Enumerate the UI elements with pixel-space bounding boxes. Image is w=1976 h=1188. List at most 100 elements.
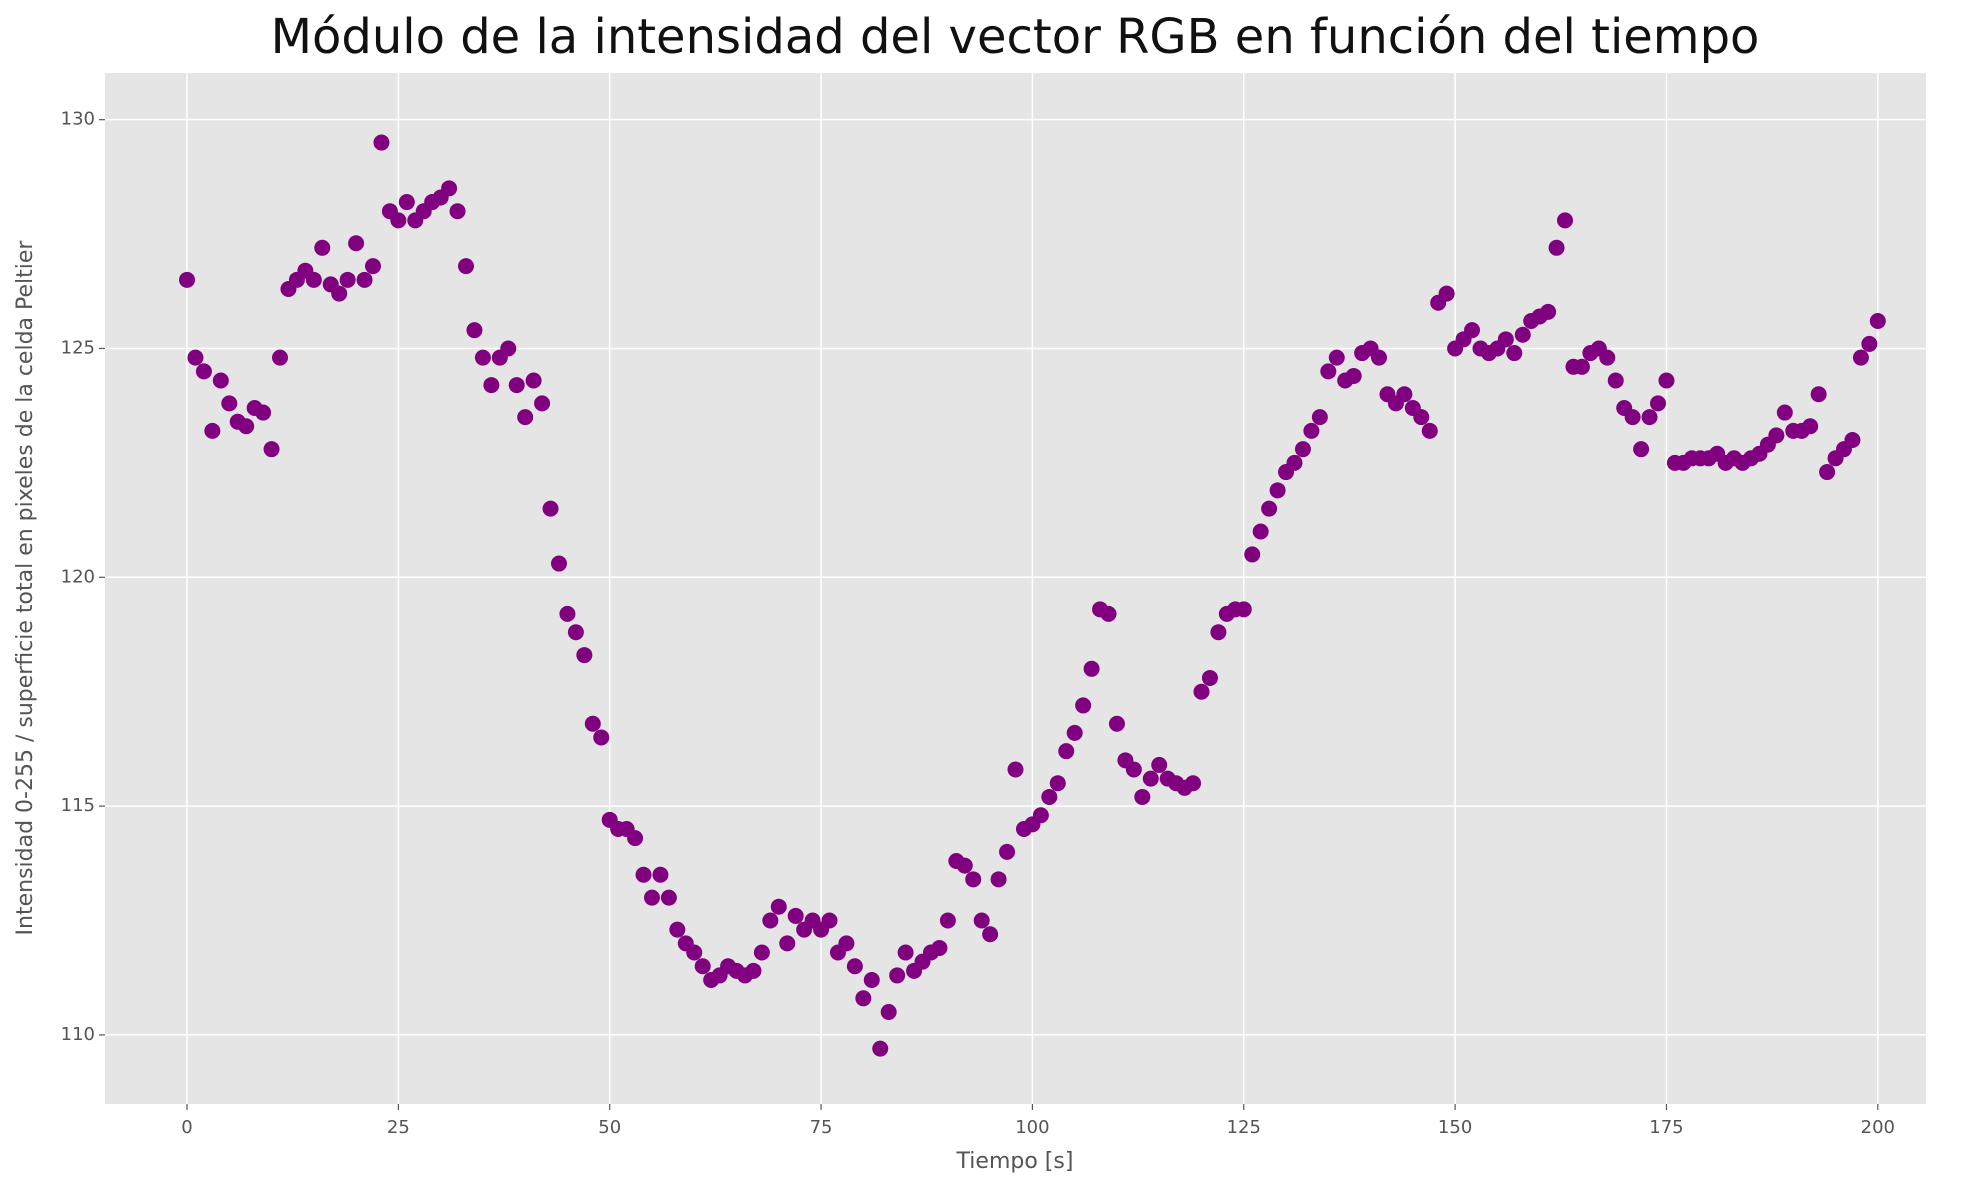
point [1371,349,1388,366]
point [305,271,322,288]
point [1151,756,1168,773]
point [1506,345,1523,362]
point [999,843,1016,860]
point [1573,358,1590,375]
point [1125,761,1142,778]
x-axis-label: Tiempo [s] [956,1149,1074,1174]
point [1201,669,1218,686]
point [212,372,229,389]
point [1396,386,1413,403]
point [474,349,491,366]
point [1802,418,1819,435]
point [627,830,644,847]
point [1421,422,1438,439]
point [550,555,567,572]
point [373,134,390,151]
point [779,935,796,952]
y-axis-label: Intensidad 0-255 / superficie total en p… [13,240,38,936]
point [593,729,610,746]
point [1514,326,1531,343]
point [990,871,1007,888]
point [331,285,348,302]
point [1624,409,1641,426]
point [1497,331,1514,348]
point [1303,422,1320,439]
point [1210,624,1227,641]
point [863,971,880,988]
point [255,404,272,421]
point [897,944,914,961]
point [356,271,373,288]
point [965,871,982,888]
point [880,1004,897,1021]
point [1328,349,1345,366]
point [787,907,804,924]
point [1235,601,1252,618]
x-tick-label: 75 [810,1117,833,1138]
point [449,203,466,220]
point [652,866,669,883]
point [872,1040,889,1057]
y-tick-label: 110 [61,1024,95,1045]
point [669,921,686,938]
point [1286,454,1303,471]
point [1066,724,1083,741]
point [339,271,356,288]
point [179,271,196,288]
point [956,857,973,874]
point [1032,807,1049,824]
y-tick-label: 125 [61,337,95,358]
point [889,967,906,984]
point [390,212,407,229]
point [1852,349,1869,366]
point [1599,349,1616,366]
point [1464,322,1481,339]
point [1100,605,1117,622]
point [1252,523,1269,540]
point [1142,770,1159,787]
x-tick-label: 125 [1227,1117,1261,1138]
point [1810,386,1827,403]
point [1193,683,1210,700]
point [348,235,365,252]
point [195,363,212,380]
point [821,912,838,929]
point [939,912,956,929]
point [753,944,770,961]
point [1861,335,1878,352]
point [1185,775,1202,792]
point [762,912,779,929]
point [1869,313,1886,330]
point [534,395,551,412]
point [1261,500,1278,517]
point [635,866,652,883]
point [559,605,576,622]
point [1776,404,1793,421]
point [1294,441,1311,458]
x-tick-label: 100 [1015,1117,1049,1138]
point [187,349,204,366]
point [221,395,238,412]
point [1607,372,1624,389]
point [1641,409,1658,426]
point [1413,409,1430,426]
point [982,926,999,943]
point [855,990,872,1007]
point [500,340,517,357]
point [441,180,458,197]
point [457,258,474,275]
point [576,647,593,664]
point [508,377,525,394]
point [643,889,660,906]
y-tick-label: 130 [61,109,95,130]
point [263,441,280,458]
point [1633,441,1650,458]
y-tick-label: 115 [61,795,95,816]
point [584,715,601,732]
point [271,349,288,366]
point [973,912,990,929]
point [1134,788,1151,805]
point [846,958,863,975]
